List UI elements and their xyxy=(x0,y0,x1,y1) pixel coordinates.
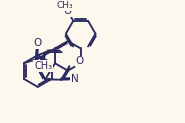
Text: CH₃: CH₃ xyxy=(56,1,73,10)
Text: CH₃: CH₃ xyxy=(34,61,52,71)
Text: N: N xyxy=(71,74,79,84)
Text: O: O xyxy=(76,56,84,66)
Text: O: O xyxy=(63,6,72,16)
Text: O: O xyxy=(34,38,42,48)
Text: N: N xyxy=(34,61,42,71)
